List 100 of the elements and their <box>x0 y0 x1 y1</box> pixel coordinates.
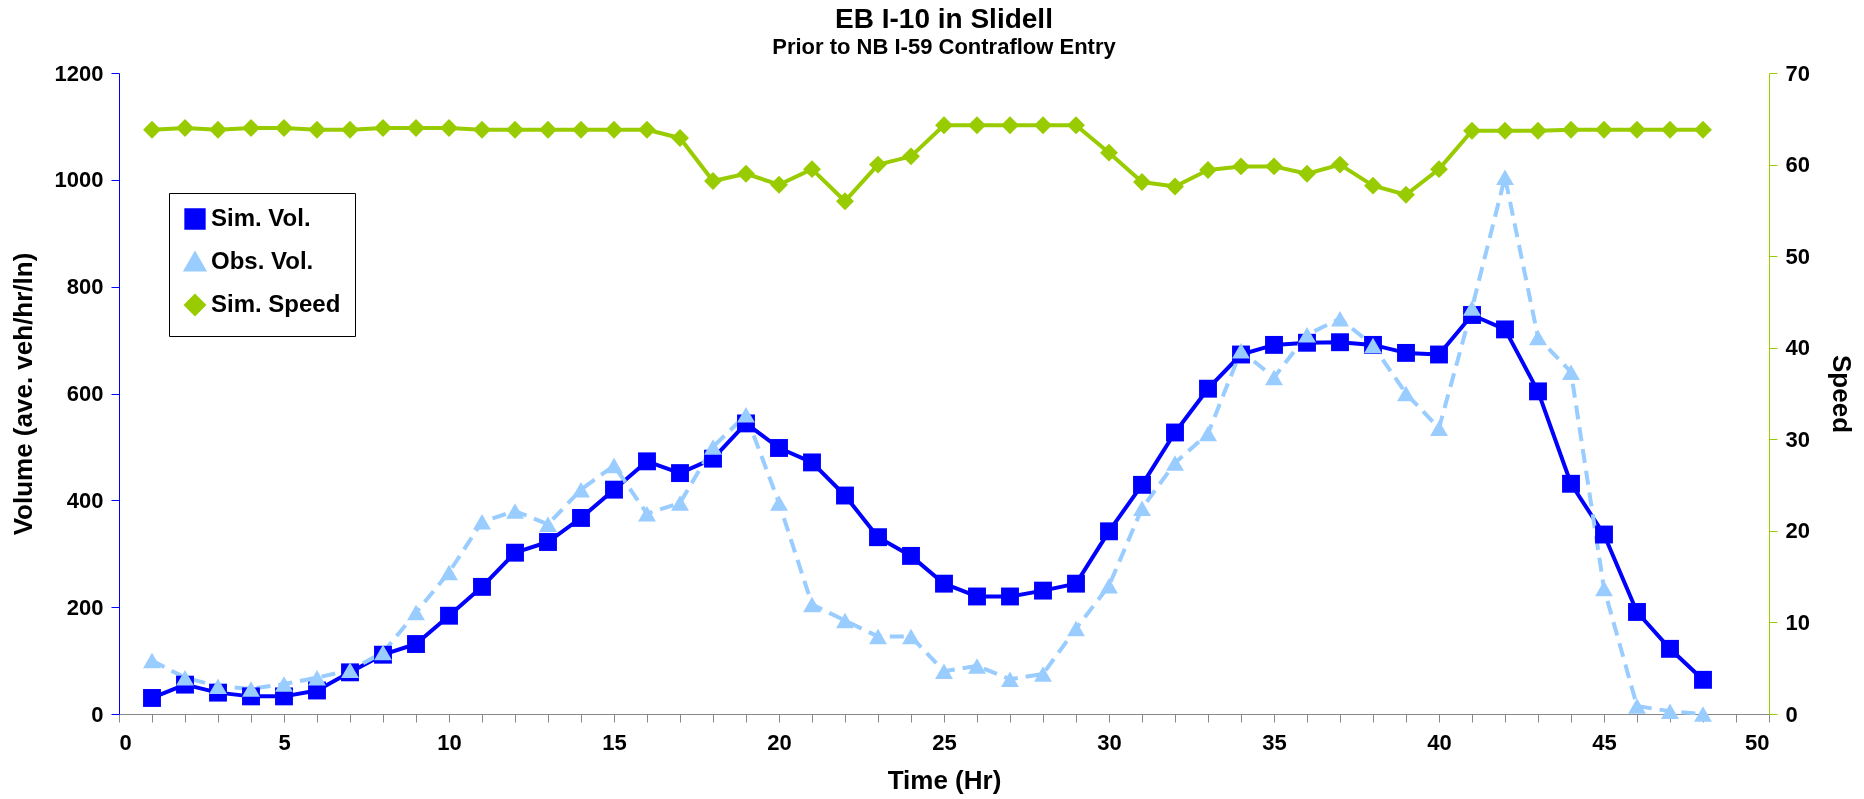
point <box>539 120 557 139</box>
point <box>1595 525 1613 544</box>
point <box>869 628 887 645</box>
point <box>935 663 953 680</box>
point <box>605 457 623 474</box>
point <box>1166 455 1184 471</box>
point <box>143 120 161 139</box>
point <box>1661 639 1679 658</box>
point <box>209 678 227 694</box>
point <box>1100 522 1118 541</box>
point <box>1232 157 1250 176</box>
point <box>1430 420 1448 436</box>
point <box>1265 157 1283 176</box>
point <box>143 689 161 707</box>
point <box>770 439 788 457</box>
point <box>473 513 491 530</box>
point <box>242 119 260 137</box>
point <box>704 172 722 190</box>
point <box>1430 345 1448 364</box>
y-tick-label: 600 <box>66 381 104 406</box>
point <box>968 116 986 135</box>
point <box>1397 343 1415 362</box>
x-tick-label: 30 <box>1097 729 1122 755</box>
y2-tick-label: 10 <box>1785 609 1810 635</box>
point <box>1199 161 1217 180</box>
point <box>1496 121 1514 140</box>
point <box>341 120 359 139</box>
x-tick-label: 50 <box>1745 729 1770 755</box>
y2-tick-label: 40 <box>1785 335 1810 361</box>
point <box>506 120 524 139</box>
x-tick-label: 0 <box>119 729 132 755</box>
point <box>572 481 590 498</box>
x-tick-label: 5 <box>278 729 291 755</box>
y-axis-title: Volume (ave. veh/hr/ln) <box>7 252 38 536</box>
point <box>308 669 326 686</box>
point <box>341 662 359 678</box>
point <box>1034 581 1052 600</box>
y2-tick-label: 60 <box>1785 152 1810 178</box>
point <box>671 129 689 147</box>
point <box>638 505 656 522</box>
point <box>1529 329 1547 346</box>
y2-tick-label: 30 <box>1785 426 1810 452</box>
y2-axis-title: Speed <box>1826 354 1857 434</box>
point <box>1595 120 1613 139</box>
point <box>1430 160 1448 179</box>
point <box>1100 143 1118 162</box>
point <box>275 676 293 692</box>
y-tick-label: 0 <box>91 701 104 727</box>
point <box>1067 116 1085 135</box>
point <box>1166 177 1184 196</box>
y2-tick-label: 20 <box>1785 518 1810 544</box>
point <box>440 119 458 137</box>
x-tick-label: 45 <box>1592 729 1617 755</box>
point <box>1232 343 1250 359</box>
legend-label: Sim. Speed <box>211 290 341 317</box>
point <box>1562 474 1580 493</box>
point <box>440 606 458 625</box>
point <box>1331 333 1349 352</box>
point <box>803 596 821 613</box>
point <box>1661 120 1679 139</box>
point <box>836 612 854 629</box>
point <box>176 669 194 686</box>
y-tick-label: 200 <box>66 594 104 620</box>
point <box>209 120 227 139</box>
point <box>1298 164 1316 183</box>
chart-title: EB I-10 in Slidell <box>835 3 1053 34</box>
point <box>572 509 590 527</box>
point <box>1331 310 1349 327</box>
point <box>1265 369 1283 386</box>
x-tick-label: 10 <box>437 729 462 755</box>
point <box>1694 670 1712 689</box>
point <box>902 546 920 565</box>
point <box>1694 706 1712 722</box>
point <box>1298 327 1316 343</box>
x-tick-label: 25 <box>932 729 957 755</box>
point <box>539 533 557 551</box>
point <box>374 119 392 137</box>
point <box>1166 423 1184 442</box>
point <box>1562 120 1580 139</box>
x-tick-label: 15 <box>602 729 627 755</box>
point <box>275 119 293 137</box>
point <box>869 528 887 547</box>
point <box>1397 185 1415 204</box>
point <box>1628 698 1646 714</box>
y2-tick-label: 50 <box>1785 243 1810 269</box>
point <box>1562 364 1580 380</box>
point <box>1034 116 1052 135</box>
point <box>869 155 887 174</box>
point <box>506 503 524 519</box>
point <box>1496 320 1514 339</box>
point <box>1661 703 1679 720</box>
point <box>1529 121 1547 140</box>
point <box>935 116 953 135</box>
point <box>968 587 986 606</box>
point <box>968 658 986 674</box>
legend-label: Sim. Vol. <box>211 204 311 231</box>
chart-subtitle: Prior to NB I-59 Contraflow Entry <box>772 34 1117 59</box>
point <box>638 452 656 471</box>
point <box>1199 379 1217 398</box>
y-tick-label: 1000 <box>54 167 104 193</box>
